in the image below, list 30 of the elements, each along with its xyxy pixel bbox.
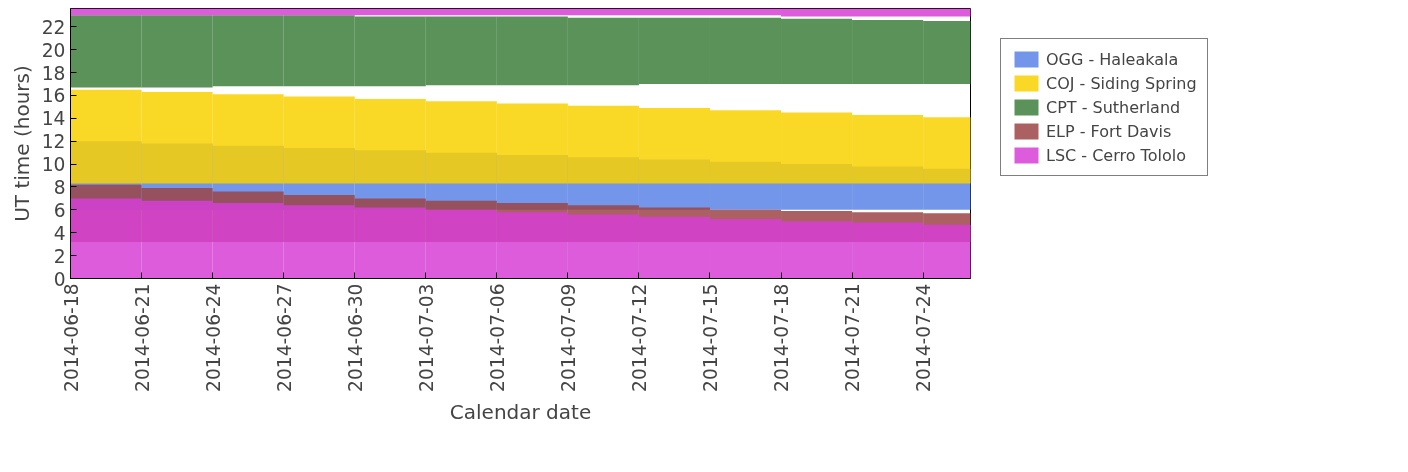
x-tick-label: 2014-07-12 (628, 283, 650, 392)
x-tick-label: 2014-06-21 (131, 283, 153, 392)
x-tick-label: 2014-06-27 (273, 283, 295, 392)
y-tick-label: 10 (41, 154, 66, 176)
y-tick-label: 14 (41, 108, 66, 130)
x-tick-label: 2014-07-09 (557, 283, 579, 392)
y-axis-title: UT time (hours) (9, 65, 34, 222)
x-tick-label: 2014-06-24 (202, 283, 224, 392)
y-tick-label: 22 (41, 16, 66, 38)
x-tick-label: 2014-07-03 (415, 283, 437, 392)
x-tick-label: 2014-07-06 (486, 283, 508, 392)
legend-label: COJ - Siding Spring (1046, 73, 1197, 93)
legend-label: CPT - Sutherland (1046, 97, 1181, 117)
y-tick-label: 18 (41, 62, 66, 84)
y-tick-label: 2 (53, 245, 66, 267)
y-tick-label: 8 (53, 176, 66, 198)
x-axis-title: Calendar date (449, 399, 592, 424)
y-tick-label: 20 (41, 39, 66, 61)
x-tick-label: 2014-07-24 (913, 283, 935, 392)
legend-label: LSC - Cerro Tololo (1046, 145, 1186, 165)
y-tick-label: 4 (53, 222, 66, 244)
legend-label: ELP - Fort Davis (1046, 121, 1172, 141)
x-tick-label: 2014-07-18 (771, 283, 793, 392)
x-tick-label: 2014-07-15 (699, 283, 721, 392)
y-tick-label: 16 (41, 85, 66, 107)
legend-label: OGG - Haleakala (1046, 49, 1179, 69)
y-tick-label: 6 (53, 199, 66, 221)
x-tick-label: 2014-06-30 (344, 283, 366, 392)
y-tick-label: 12 (41, 131, 66, 153)
x-tick-label: 2014-07-21 (842, 283, 864, 392)
